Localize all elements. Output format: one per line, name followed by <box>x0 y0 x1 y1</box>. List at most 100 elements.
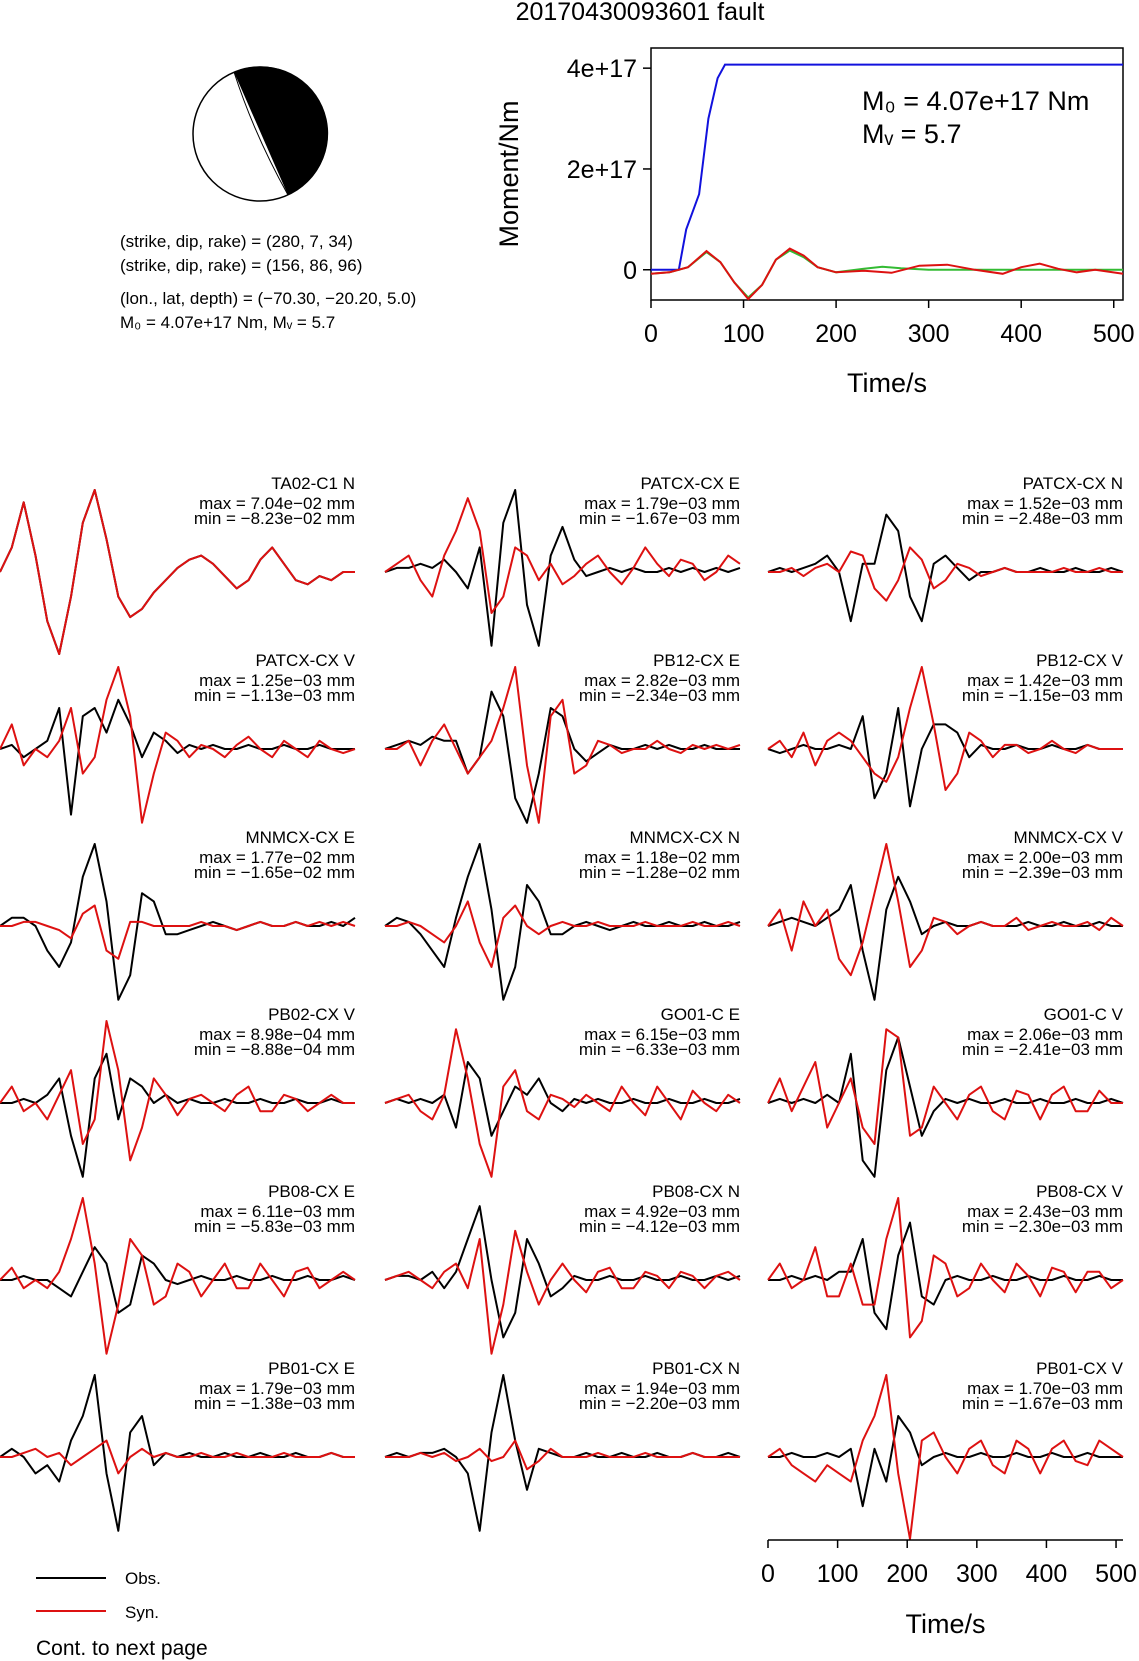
station-label: PB12-CX V <box>1036 651 1124 670</box>
max-amplitude: max = 1.77e−02 mm <box>199 848 355 867</box>
min-amplitude: min = −5.83e−03 mm <box>194 1217 355 1236</box>
footer-continue: Cont. to next page <box>36 1637 208 1660</box>
min-amplitude: min = −1.28e−02 mm <box>579 863 740 882</box>
station-label: PB08-CX E <box>268 1182 355 1201</box>
synthetic-trace <box>384 1229 741 1355</box>
page-title: 20170430093601 fault <box>516 0 765 26</box>
observed-trace <box>384 690 740 824</box>
observed-trace <box>767 513 1124 623</box>
magnitude-text: Mᵥ = 5.7 <box>273 313 336 332</box>
min-amplitude: min = −4.12e−03 mm <box>579 1217 740 1236</box>
moment-ytick-label-2: 4e+17 <box>567 55 637 83</box>
moment-series-2 <box>650 247 1124 301</box>
legend-obs-label: Obs. <box>125 1569 161 1588</box>
station-label: GO01-C E <box>661 1005 740 1024</box>
synthetic-trace <box>385 666 741 824</box>
max-amplitude: max = 8.98e−04 mm <box>199 1025 355 1044</box>
moment-ytick-label-0: 0 <box>623 257 637 285</box>
station-label: MNMCX-CX N <box>630 828 741 847</box>
station-label: PB12-CX E <box>653 651 740 670</box>
synthetic-trace <box>768 546 1123 602</box>
synthetic-trace <box>384 1028 741 1178</box>
synthetic-trace <box>385 900 741 968</box>
synthetic-trace <box>0 1439 355 1475</box>
station-label: PB08-CX V <box>1036 1182 1124 1201</box>
observed-trace <box>767 707 1123 808</box>
station-label: GO01-C V <box>1044 1005 1124 1024</box>
max-amplitude: max = 2.00e−03 mm <box>967 848 1123 867</box>
strike-dip-rake-2: (strike, dip, rake) = (156, 86, 96) <box>120 256 362 275</box>
bottom-xtick-label-1: 100 <box>817 1560 859 1588</box>
min-amplitude: min = −1.67e−03 mm <box>962 1394 1123 1413</box>
min-amplitude: min = −1.38e−03 mm <box>194 1394 355 1413</box>
mechanism-info: (strike, dip, rake) = (280, 7, 34) (stri… <box>120 232 416 332</box>
moment-plot-frame <box>650 47 1124 301</box>
min-amplitude: min = −1.65e−02 mm <box>194 863 355 882</box>
min-amplitude: min = −2.41e−03 mm <box>962 1040 1123 1059</box>
min-amplitude: min = −2.48e−03 mm <box>962 509 1123 528</box>
synthetic-trace <box>0 1197 356 1355</box>
min-amplitude: min = −6.33e−03 mm <box>579 1040 740 1059</box>
max-amplitude: max = 6.15e−03 mm <box>584 1025 740 1044</box>
min-amplitude: min = −8.23e−02 mm <box>194 509 355 528</box>
synthetic-trace <box>0 1020 355 1162</box>
moment-annotation-m0: M₀ = 4.07e+17 Nm <box>862 86 1089 116</box>
moment-series-1 <box>650 249 1123 299</box>
synthetic-trace <box>385 1439 740 1471</box>
min-amplitude: min = −2.39e−03 mm <box>962 863 1123 882</box>
min-amplitude: min = −2.34e−03 mm <box>579 686 740 705</box>
moment-annotation-mw: Mᵥ = 5.7 <box>862 119 961 149</box>
min-amplitude: min = −1.15e−03 mm <box>962 686 1123 705</box>
strike-dip-rake-1: (strike, dip, rake) = (280, 7, 34) <box>120 232 353 251</box>
station-label: TA02-C1 N <box>271 474 355 493</box>
max-amplitude: max = 1.94e−03 mm <box>584 1379 740 1398</box>
bottom-time-axis: 0 100 200 300 400 500 Time/s <box>761 1539 1137 1639</box>
station-label: PB08-CX N <box>652 1182 740 1201</box>
synthetic-trace <box>767 1028 1123 1145</box>
observed-trace <box>384 489 741 647</box>
moment-series-0 <box>651 63 1123 271</box>
focal-mechanism-beachball <box>192 66 329 202</box>
bottom-xtick-label-3: 300 <box>956 1560 998 1588</box>
synthetic-trace <box>767 1374 1124 1540</box>
station-label: MNMCX-CX E <box>245 828 355 847</box>
max-amplitude: max = 4.92e−03 mm <box>584 1202 740 1221</box>
observed-trace <box>768 1221 1123 1331</box>
station-label: PB01-CX E <box>268 1359 355 1378</box>
max-amplitude: max = 1.25e−03 mm <box>199 671 355 690</box>
observed-trace <box>767 875 1123 1001</box>
observed-trace <box>0 1246 356 1314</box>
min-amplitude: min = −2.30e−03 mm <box>962 1217 1123 1236</box>
bottom-xtick-label-4: 400 <box>1026 1560 1068 1588</box>
max-amplitude: max = 2.82e−03 mm <box>584 671 740 690</box>
max-amplitude: max = 1.70e−03 mm <box>967 1379 1123 1398</box>
moment-xlabel: Time/s <box>847 368 927 398</box>
observed-trace <box>767 1036 1124 1178</box>
synthetic-trace <box>767 843 1124 977</box>
moment-text: M₀ = 4.07e+17 Nm, <box>120 313 273 332</box>
station-label: PATCX-CX N <box>1023 474 1123 493</box>
observed-trace <box>384 1205 741 1339</box>
station-label: PATCX-CX E <box>641 474 741 493</box>
legend: Obs. Syn. <box>36 1569 161 1622</box>
max-amplitude: max = 1.79e−03 mm <box>199 1379 355 1398</box>
max-amplitude: max = 2.06e−03 mm <box>967 1025 1123 1044</box>
station-label: PB02-CX V <box>268 1005 356 1024</box>
location-depth: (lon., lat, depth) = (−70.30, −20.20, 5.… <box>120 289 416 308</box>
